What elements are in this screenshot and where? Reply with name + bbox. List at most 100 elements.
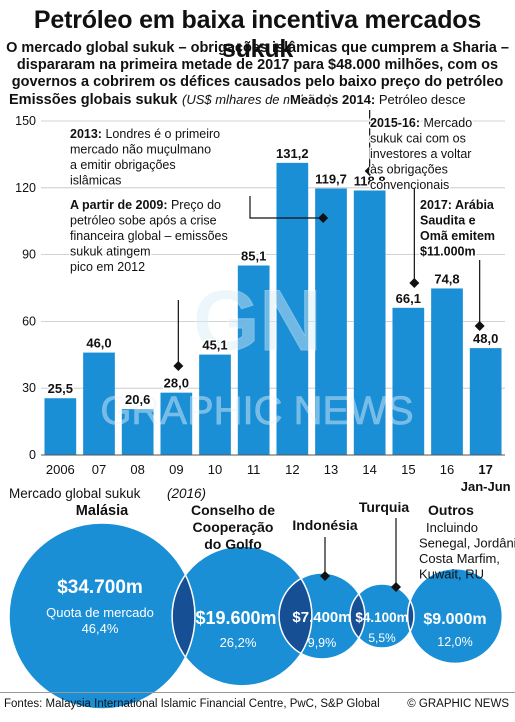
bar-value-label: 119,7 bbox=[315, 171, 347, 186]
bubble-outline bbox=[171, 545, 313, 687]
bar-value-label: 45,1 bbox=[202, 338, 227, 353]
bar-value-label: 28,0 bbox=[164, 376, 189, 391]
bar bbox=[237, 265, 270, 455]
annotation-leader bbox=[249, 196, 324, 219]
bubble-share: 26,2% bbox=[220, 635, 257, 650]
annotation-pointer bbox=[409, 278, 420, 288]
annotation-text: Londres é o primeiro bbox=[102, 127, 220, 141]
annotation-title: A partir de 2009: bbox=[70, 198, 168, 212]
bar-value-label: 74,8 bbox=[434, 271, 459, 286]
annotation-line: Saudita e bbox=[420, 214, 476, 228]
y-tick-label: 0 bbox=[29, 448, 36, 462]
page-title: Petróleo em baixa incentiva mercados suk… bbox=[33, 6, 482, 63]
source-credit: Fontes: Malaysia International Islamic F… bbox=[4, 698, 380, 710]
y-tick-label: 90 bbox=[22, 248, 36, 262]
bubble-chart-title: Mercado global sukuk bbox=[9, 486, 141, 501]
x-tick-label: 13 bbox=[324, 462, 338, 477]
bar-value-label: 48,0 bbox=[473, 331, 498, 346]
bubble-share: 12,0% bbox=[437, 635, 472, 649]
annotation-line: financeira global – emissões bbox=[70, 229, 228, 243]
bubble-share: 9,9% bbox=[308, 636, 337, 650]
annotation-line: às obrigações bbox=[370, 163, 448, 177]
bubble-chart-year: (2016) bbox=[167, 486, 206, 501]
annotation-text: Mercado bbox=[420, 116, 472, 130]
annotation-line: pico em 2012 bbox=[70, 260, 145, 274]
subtitle-line: dispararam na primeira metade de 2017 pa… bbox=[16, 57, 499, 73]
bar-value-label: 25,5 bbox=[48, 381, 73, 396]
x-tick-label: 16 bbox=[440, 462, 454, 477]
annotation-first-line: 2013: Londres é o primeiro bbox=[70, 127, 220, 141]
annotation-line: Omã emitem bbox=[420, 229, 495, 243]
bar-value-label: 131,2 bbox=[276, 146, 309, 161]
bubble-name: Indonésia bbox=[292, 517, 358, 533]
annotation-first-line: A partir de 2009: Preço do bbox=[70, 198, 221, 212]
bubble bbox=[172, 546, 312, 686]
page-subtitle: O mercado global sukuk – obrigações islâ… bbox=[6, 40, 509, 91]
chart-title: Emissões globais sukuk bbox=[9, 92, 178, 108]
bubble-value: $7.400m bbox=[292, 609, 351, 626]
bubble-value: $4.100m bbox=[355, 610, 408, 625]
bubble-detail: Kuwait, RU bbox=[419, 567, 484, 582]
annotation-line: mercado não muçulmano bbox=[70, 143, 211, 157]
annotation-title: 2015-16: bbox=[370, 116, 420, 130]
bar bbox=[315, 188, 347, 455]
bar bbox=[121, 409, 154, 455]
bubble-overlap bbox=[279, 578, 312, 654]
bubble-overlap bbox=[350, 593, 365, 639]
x-tick-label: 10 bbox=[208, 462, 222, 477]
y-tick-label: 120 bbox=[15, 181, 36, 195]
annotation-line: a emitir obrigações bbox=[70, 158, 176, 172]
bubble-outline bbox=[8, 522, 196, 710]
annotation-pointer bbox=[364, 166, 375, 176]
annotation-pointer bbox=[173, 361, 184, 371]
bar bbox=[353, 190, 386, 456]
annotation-line: petróleo sobe após a crise bbox=[70, 214, 217, 228]
watermark-text: GRAPHIC NEWS bbox=[100, 389, 413, 433]
bubble-value: $19.600m bbox=[195, 608, 276, 628]
bubble-outline bbox=[278, 572, 366, 660]
annotation-first-line: Meados 2014: Petróleo desce bbox=[290, 92, 466, 107]
bubble-name: do Golfo bbox=[204, 536, 262, 552]
bubble bbox=[350, 584, 414, 648]
bar bbox=[199, 354, 231, 455]
annotation-line: convencionais bbox=[370, 178, 449, 192]
bar bbox=[44, 398, 77, 455]
x-tick-label: 12 bbox=[285, 462, 299, 477]
y-tick-label: 60 bbox=[22, 314, 36, 328]
bar-value-label: 20,6 bbox=[125, 392, 150, 407]
x-tick-label: 2006 bbox=[46, 462, 75, 477]
bar-value-label: 85,1 bbox=[241, 249, 266, 264]
x-tick-label: 17 bbox=[478, 462, 492, 477]
bar bbox=[392, 307, 425, 455]
annotation-text: Preço do bbox=[168, 198, 222, 212]
x-tick-label: 11 bbox=[247, 462, 261, 477]
bubble-value: $9.000m bbox=[423, 611, 486, 628]
bubble-name: Malásia bbox=[76, 503, 129, 519]
bar-value-label: 46,0 bbox=[86, 336, 111, 351]
chart-unit-label: (US$ mlhares de milhões) bbox=[182, 92, 332, 107]
bubble-share: 46,4% bbox=[82, 621, 119, 636]
annotation-first-line: 2015-16: Mercado bbox=[370, 116, 472, 130]
bar bbox=[276, 162, 309, 455]
bubble-outline bbox=[406, 567, 504, 665]
annotation-pointer bbox=[318, 213, 329, 223]
watermark: GN GRAPHIC NEWS bbox=[100, 273, 414, 434]
bubble-share-caption: Quota de mercado bbox=[46, 605, 154, 620]
annotation-pointer bbox=[320, 571, 330, 581]
subtitle-line: governos a cobrirem os défices causados … bbox=[11, 74, 504, 90]
annotation-line: islâmicas bbox=[70, 174, 121, 188]
x-tick-label: 14 bbox=[362, 462, 376, 477]
annotation-line: sukuk cai com os bbox=[370, 132, 466, 146]
annotation-line: investores a voltar bbox=[370, 147, 471, 161]
bar-value-label: 118,8 bbox=[354, 173, 386, 188]
bar-value-label: 66,1 bbox=[396, 291, 421, 306]
annotation-line: sukuk atingem bbox=[70, 245, 151, 259]
bar bbox=[83, 352, 115, 455]
bubble bbox=[9, 523, 195, 709]
annotation-line: $11.000m bbox=[420, 245, 476, 259]
annotation-pointer bbox=[474, 321, 485, 331]
annotation-title: 2013: bbox=[70, 127, 102, 141]
copyright-notice: © GRAPHIC NEWS bbox=[407, 698, 509, 710]
bubble-detail: Costa Marfim, bbox=[419, 551, 500, 566]
